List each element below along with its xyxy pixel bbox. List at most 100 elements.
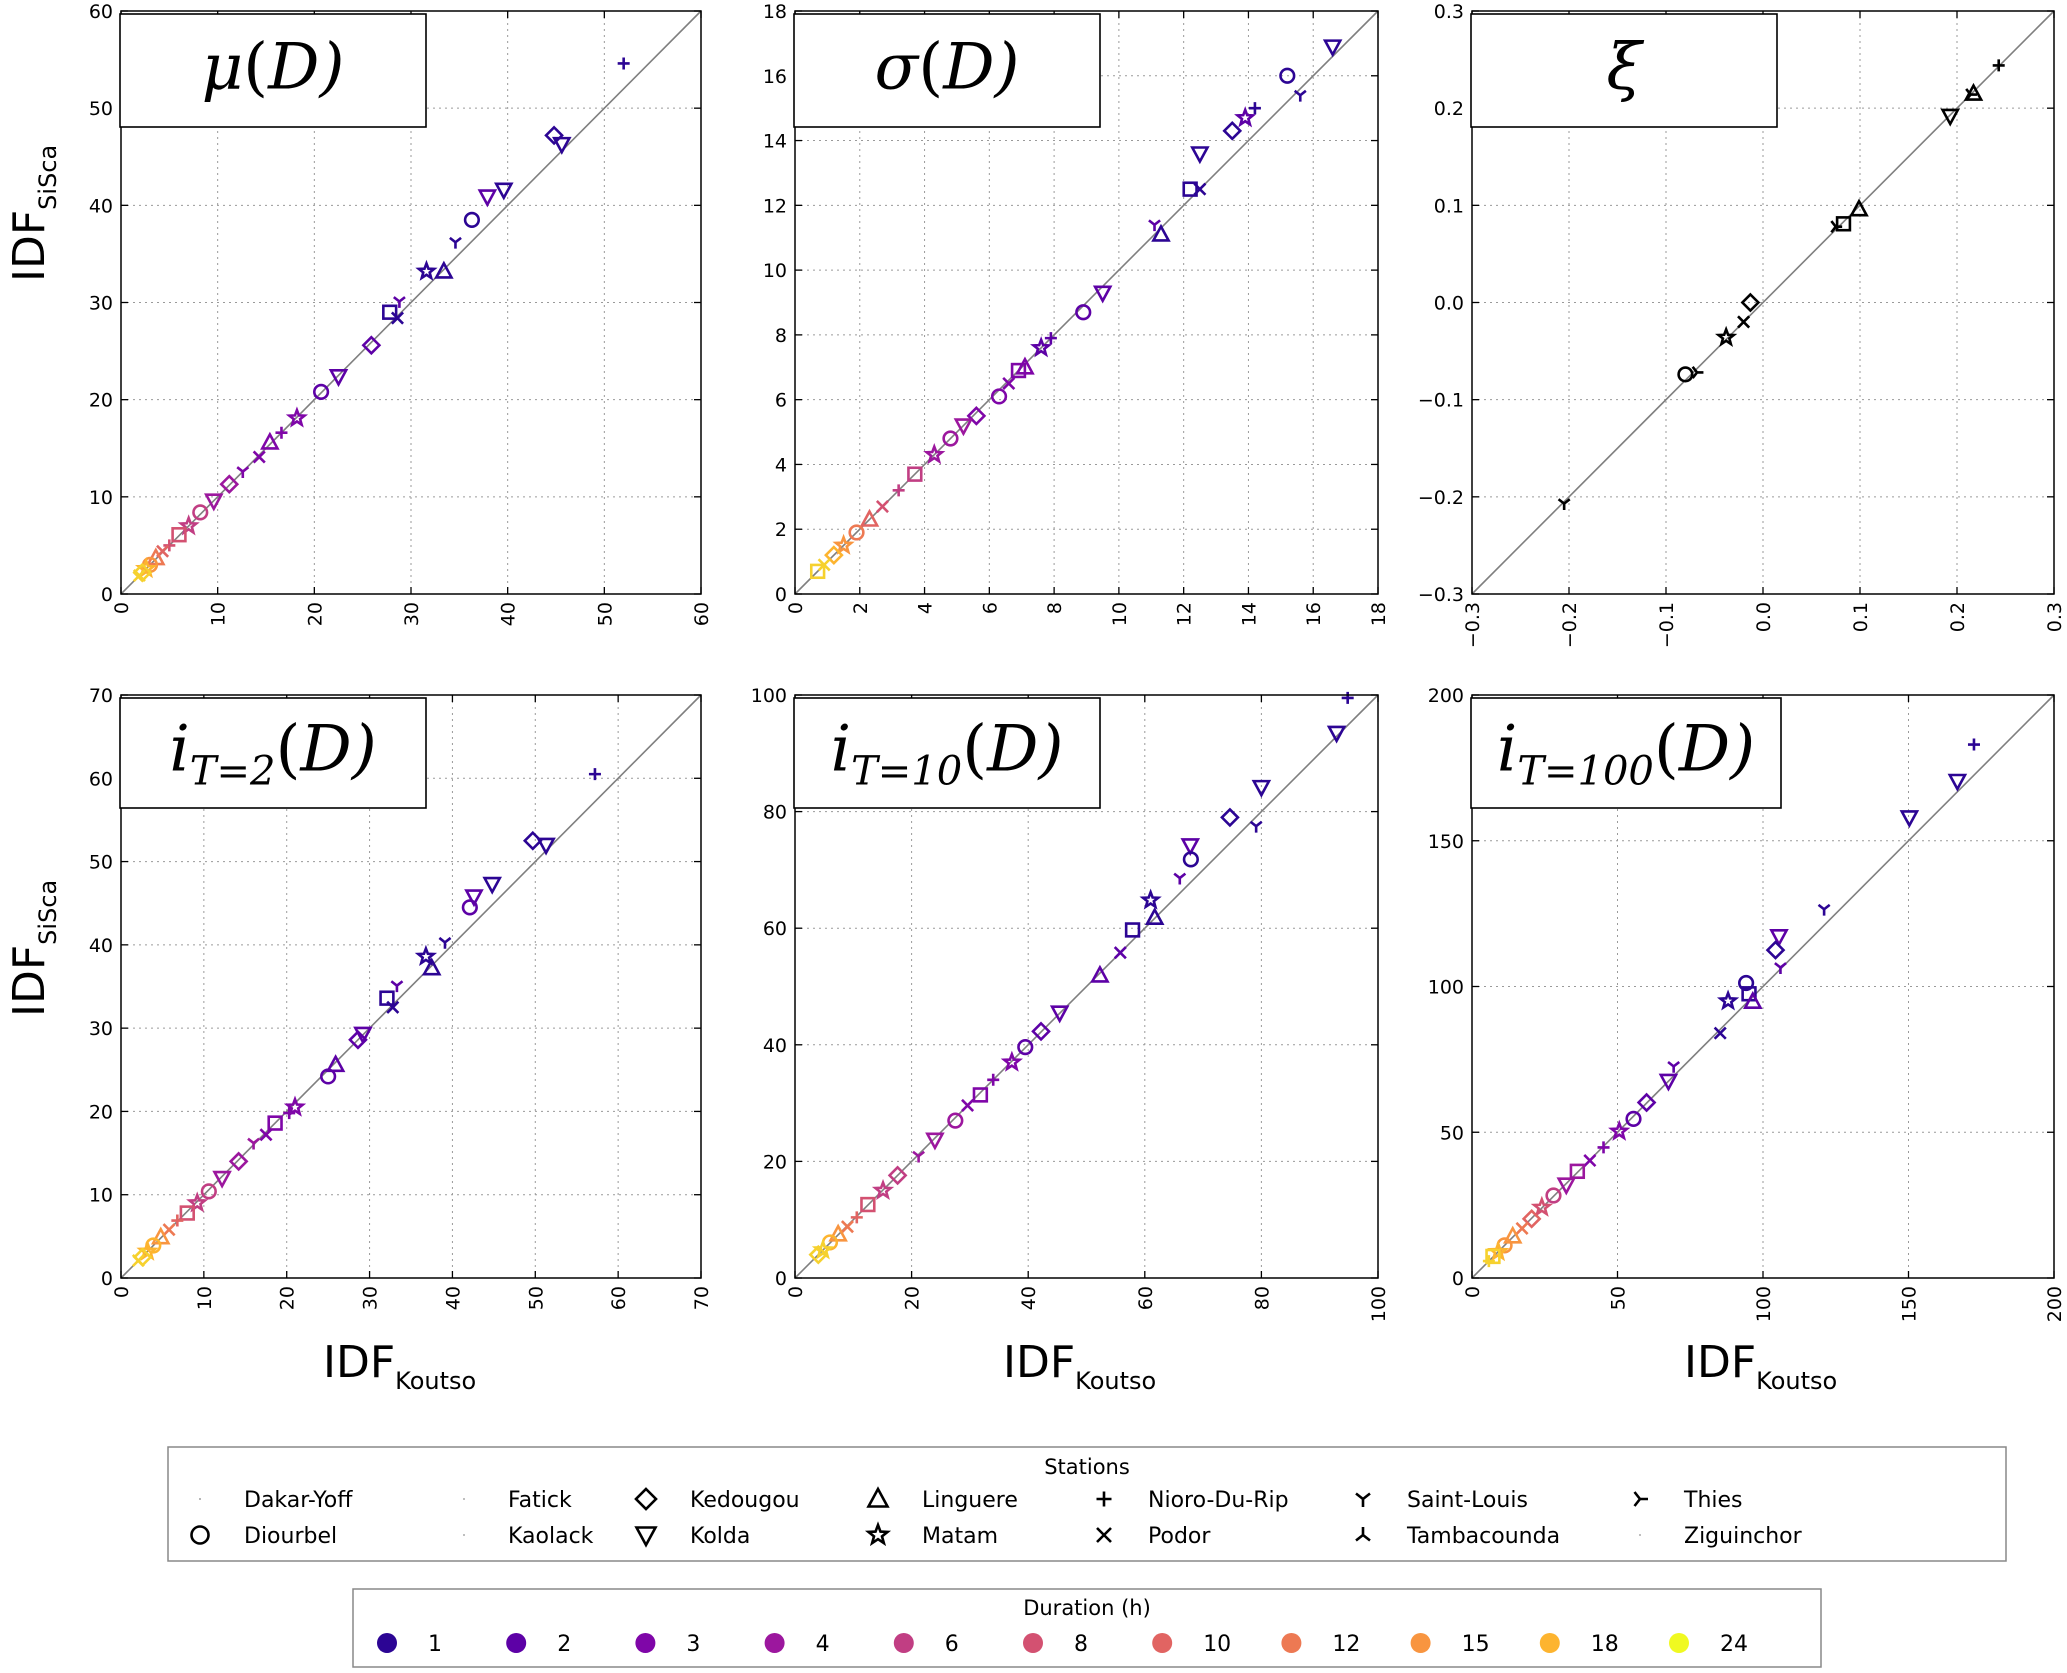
x-tick-label: 0	[785, 602, 807, 614]
diagonal-line	[1471, 694, 2055, 1279]
data-point	[1482, 1255, 1495, 1268]
panel-label-box	[1470, 697, 1782, 809]
points-iT10	[808, 691, 1354, 1265]
x-tick-label: 4	[915, 602, 937, 614]
data-point	[1234, 106, 1257, 128]
axes-frame	[120, 694, 702, 1279]
data-point	[212, 1170, 232, 1189]
y-tick-label: 40	[89, 935, 113, 957]
station-marker	[1639, 1534, 1641, 1536]
data-point	[912, 1150, 925, 1163]
y-tick-label: 0	[775, 584, 787, 606]
y-tick-label: 0.0	[1434, 293, 1464, 315]
y-tick-label: −0.3	[1418, 584, 1464, 606]
y-tick-label: 2	[775, 519, 787, 541]
data-point	[887, 1165, 908, 1186]
station-legend-item: Ziguinchor	[1639, 1524, 1803, 1549]
data-point	[1715, 325, 1738, 347]
data-point	[1124, 922, 1141, 938]
y-tick-label: 40	[763, 1035, 787, 1057]
panel-iT2: 0 10 20 30 40 50 60 70 0 10 20 30 40 50 60 70 iT=2(D)	[89, 685, 713, 1310]
x-tick-label: −0.3	[1462, 602, 1484, 648]
station-legend-item: Kolda	[634, 1524, 750, 1549]
data-point	[544, 125, 564, 146]
y-tick-label: 60	[89, 768, 113, 790]
station-legend-item: Thies	[1633, 1488, 1743, 1513]
data-point	[247, 1137, 260, 1150]
data-point	[1530, 1195, 1553, 1217]
station-legend-item: Kedougou	[634, 1487, 800, 1513]
x-tick-label: 0	[785, 1286, 807, 1298]
data-point	[132, 569, 146, 583]
panel-label-box	[1470, 13, 1778, 128]
y-tick-label: 70	[89, 685, 113, 707]
panel-label-text: iT=10(D)	[831, 713, 1064, 795]
ticks-iT10: 0 20 40 60 80 100 0 20 40 60 80 100	[751, 685, 1390, 1322]
data-point	[1713, 1026, 1727, 1040]
x-tick-label: 8	[1044, 602, 1066, 614]
x-tick-label: 12	[1174, 602, 1196, 626]
station-marker	[864, 1521, 892, 1547]
y-tick-label: 50	[89, 852, 113, 874]
data-point	[923, 443, 946, 465]
data-point	[1010, 362, 1027, 379]
duration-swatch	[506, 1633, 527, 1653]
y-tick-label: 0.3	[1434, 1, 1464, 23]
panel-label-box	[119, 697, 427, 809]
data-point	[219, 474, 240, 495]
duration-swatch	[377, 1633, 397, 1653]
x-tick-label: 10	[208, 602, 230, 626]
y-tick-label: 10	[89, 487, 113, 509]
x-tick-label: 40	[498, 602, 520, 626]
diagonal-line	[794, 694, 1379, 1279]
x-tick-label: 2	[850, 602, 872, 614]
x-tick-label: 100	[1753, 1286, 1775, 1322]
data-point	[228, 1151, 249, 1172]
stations-legend-title: Stations	[1044, 1455, 1130, 1479]
y-tick-label: 100	[751, 685, 787, 707]
data-point	[1092, 285, 1113, 304]
ticks-mu: 0 10 20 30 40 50 60 0 10 20 30 40 50 60	[89, 1, 713, 626]
data-point	[171, 527, 187, 543]
x-tick-label: 50	[594, 602, 616, 626]
data-point	[1557, 498, 1571, 511]
x-tick-label: 20	[902, 1286, 924, 1310]
x-tick-label: 10	[194, 1286, 216, 1310]
x-tick-label: 20	[277, 1286, 299, 1310]
station-items: Dakar-Yoff Diourbel Fatick Kaolack Kedougou K…	[190, 1486, 1803, 1549]
station-marker	[634, 1487, 658, 1511]
duration-legend-label: 4	[816, 1632, 830, 1657]
data-point	[1279, 67, 1296, 84]
x-tick-label: 50	[1608, 1286, 1630, 1310]
duration-legend-label: 8	[1074, 1632, 1088, 1657]
x-tick-label: 80	[1251, 1286, 1273, 1310]
x-tick-label: 14	[1238, 602, 1260, 626]
data-point	[192, 504, 209, 521]
data-point	[464, 889, 484, 908]
data-point	[1075, 304, 1092, 321]
diagonal-line	[120, 694, 702, 1279]
data-point	[236, 466, 250, 478]
data-point	[285, 406, 309, 428]
data-point	[875, 500, 889, 514]
duration-legend-label: 10	[1203, 1632, 1231, 1657]
station-legend-item: Tambacounda	[1355, 1524, 1560, 1549]
data-point	[961, 1098, 975, 1112]
data-point	[947, 1112, 964, 1129]
data-point	[260, 431, 280, 450]
data-point	[1030, 336, 1053, 358]
data-point	[415, 259, 438, 281]
x-tick-label: 18	[1368, 602, 1390, 626]
data-point	[162, 1223, 176, 1237]
duration-legend-item: 1	[377, 1632, 442, 1657]
y-tick-label: 0	[101, 1268, 113, 1290]
duration-legend-item: 15	[1410, 1632, 1490, 1657]
data-point	[449, 236, 462, 249]
station-legend-label: Saint-Louis	[1407, 1488, 1528, 1513]
station-marker	[866, 1486, 890, 1508]
duration-legend-label: 3	[686, 1632, 700, 1657]
data-point	[379, 990, 395, 1006]
data-point	[1625, 1110, 1642, 1127]
duration-legend-item: 10	[1152, 1632, 1231, 1657]
panel-sigma: 0 2 4 6 8 10 12 14 16 18 0 2 4 6 8 10 12 14 16 18 σ(D)	[763, 1, 1390, 626]
